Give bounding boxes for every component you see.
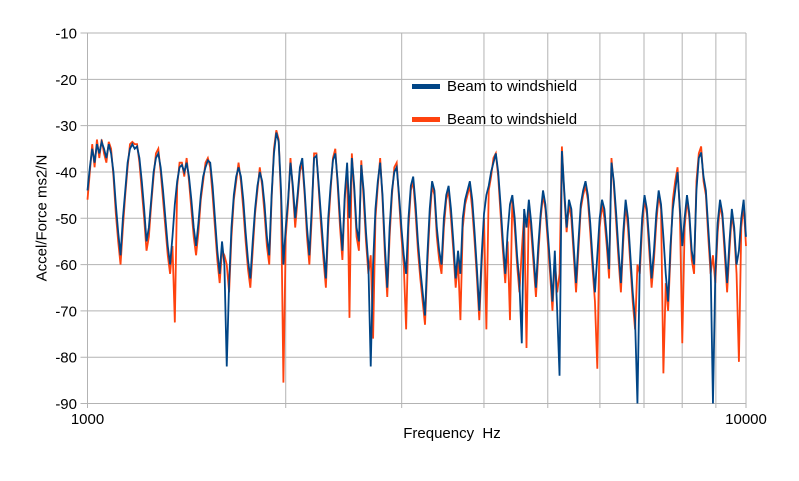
x-tick-label: 10000 — [725, 411, 767, 428]
y-tick-label: -10 — [55, 26, 77, 43]
y-tick-label: -70 — [55, 303, 77, 320]
legend-label-series-1: Beam to windshield — [447, 78, 578, 95]
y-tick-label: -60 — [55, 257, 77, 274]
y-tick-label: -50 — [55, 211, 77, 228]
y-tick-label: -20 — [55, 72, 77, 89]
legend-item: Beam to windshield — [412, 103, 577, 136]
series-line-orange — [86, 130, 747, 383]
series-line-blue — [86, 132, 747, 404]
legend-item: Beam to windshield — [412, 70, 577, 103]
x-tick-label: 1000 — [71, 411, 104, 428]
legend: Beam to windshield Beam to windshield — [412, 70, 577, 136]
y-tick-label: -30 — [55, 118, 77, 135]
x-axis-title: Frequency Hz — [403, 425, 501, 442]
legend-label-series-2: Beam to windshield — [447, 111, 578, 128]
y-tick-label: -90 — [55, 396, 77, 413]
legend-swatch-series-1 — [412, 84, 440, 89]
y-tick-label: -40 — [55, 164, 77, 181]
y-axis-title: Accel/Force ms2/N — [33, 154, 51, 282]
legend-swatch-series-2 — [412, 117, 440, 122]
y-tick-label: -80 — [55, 350, 77, 367]
